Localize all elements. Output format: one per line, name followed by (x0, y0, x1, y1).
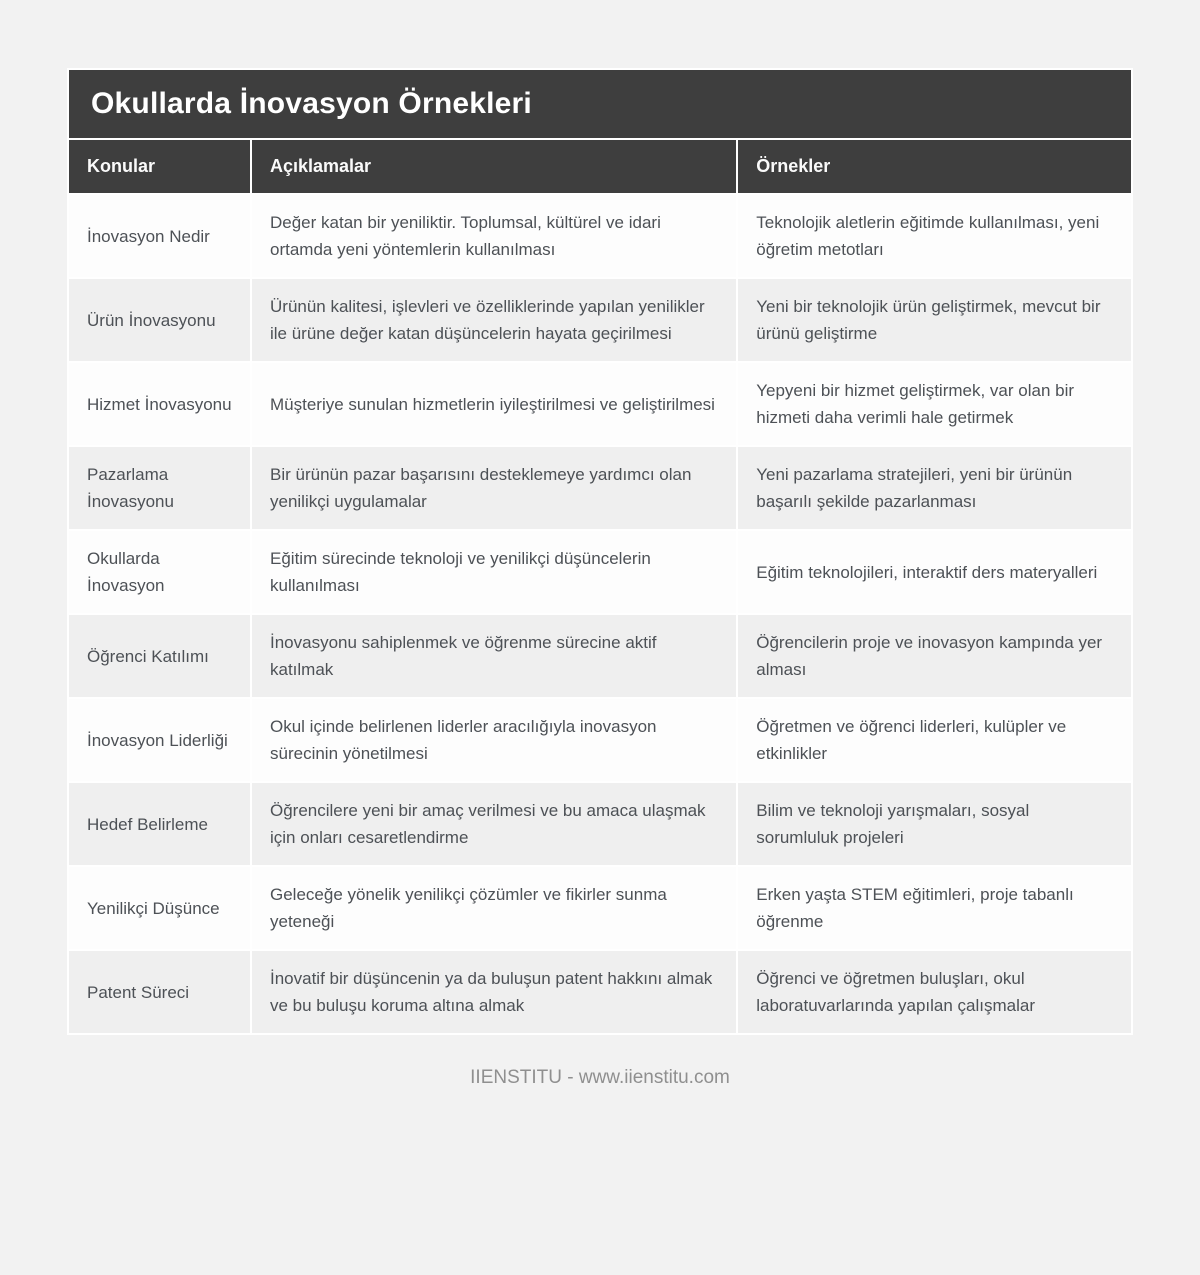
topic-cell: Yenilikçi Düşünce (67, 865, 252, 951)
table-row: Hedef Belirleme Öğrencilere yeni bir ama… (67, 781, 1133, 867)
example-cell: Yeni bir teknolojik ürün geliştirmek, me… (736, 277, 1133, 363)
example-cell: Öğrencilerin proje ve inovasyon kampında… (736, 613, 1133, 699)
example-cell: Öğrenci ve öğretmen buluşları, okul labo… (736, 949, 1133, 1035)
column-header-descriptions: Açıklamalar (249, 138, 739, 195)
column-header-topics: Konular (67, 138, 252, 195)
table-row: Ürün İnovasyonu Ürünün kalitesi, işlevle… (67, 277, 1133, 363)
content-container: Okullarda İnovasyon Örnekleri Konular Aç… (67, 0, 1133, 1089)
description-cell: İnovatif bir düşüncenin ya da buluşun pa… (249, 949, 739, 1035)
description-cell: Okul içinde belirlenen liderler aracılığ… (249, 697, 739, 783)
footer-credit: IIENSTITU - www.iienstitu.com (470, 1067, 730, 1088)
example-cell: Yeni pazarlama stratejileri, yeni bir ür… (736, 445, 1133, 531)
example-cell: Teknolojik aletlerin eğitimde kullanılma… (736, 193, 1133, 279)
description-cell: İnovasyonu sahiplenmek ve öğrenme süreci… (249, 613, 739, 699)
description-cell: Öğrencilere yeni bir amaç verilmesi ve b… (249, 781, 739, 867)
description-cell: Geleceğe yönelik yenilikçi çözümler ve f… (249, 865, 739, 951)
table-row: Pazarlama İnovasyonu Bir ürünün pazar ba… (67, 445, 1133, 531)
description-cell: Ürünün kalitesi, işlevleri ve özellikler… (249, 277, 739, 363)
topic-cell: Hedef Belirleme (67, 781, 252, 867)
topic-cell: Hizmet İnovasyonu (67, 361, 252, 447)
example-cell: Erken yaşta STEM eğitimleri, proje taban… (736, 865, 1133, 951)
description-cell: Müşteriye sunulan hizmetlerin iyileştiri… (249, 361, 739, 447)
table-row: Patent Süreci İnovatif bir düşüncenin ya… (67, 949, 1133, 1035)
example-cell: Bilim ve teknoloji yarışmaları, sosyal s… (736, 781, 1133, 867)
table-row: Yenilikçi Düşünce Geleceğe yönelik yenil… (67, 865, 1133, 951)
description-cell: Bir ürünün pazar başarısını desteklemeye… (249, 445, 739, 531)
table-title-row: Okullarda İnovasyon Örnekleri (67, 68, 1133, 140)
table-header-row: Konular Açıklamalar Örnekler (67, 138, 1133, 195)
topic-cell: Öğrenci Katılımı (67, 613, 252, 699)
page-title: Okullarda İnovasyon Örnekleri (67, 68, 1133, 140)
table-row: İnovasyon Liderliği Okul içinde belirlen… (67, 697, 1133, 783)
table-row: Okullarda İnovasyon Eğitim sürecinde tek… (67, 529, 1133, 615)
description-cell: Eğitim sürecinde teknoloji ve yenilikçi … (249, 529, 739, 615)
example-cell: Eğitim teknolojileri, interaktif ders ma… (736, 529, 1133, 615)
description-cell: Değer katan bir yeniliktir. Toplumsal, k… (249, 193, 739, 279)
table-row: Hizmet İnovasyonu Müşteriye sunulan hizm… (67, 361, 1133, 447)
table-row: Öğrenci Katılımı İnovasyonu sahiplenmek … (67, 613, 1133, 699)
example-cell: Yepyeni bir hizmet geliştirmek, var olan… (736, 361, 1133, 447)
topic-cell: Pazarlama İnovasyonu (67, 445, 252, 531)
topic-cell: İnovasyon Liderliği (67, 697, 252, 783)
topic-cell: Ürün İnovasyonu (67, 277, 252, 363)
topic-cell: İnovasyon Nedir (67, 193, 252, 279)
topic-cell: Okullarda İnovasyon (67, 529, 252, 615)
topic-cell: Patent Süreci (67, 949, 252, 1035)
innovation-table: Okullarda İnovasyon Örnekleri Konular Aç… (67, 68, 1133, 1035)
column-header-examples: Örnekler (736, 138, 1133, 195)
table-row: İnovasyon Nedir Değer katan bir yenilikt… (67, 193, 1133, 279)
example-cell: Öğretmen ve öğrenci liderleri, kulüpler … (736, 697, 1133, 783)
